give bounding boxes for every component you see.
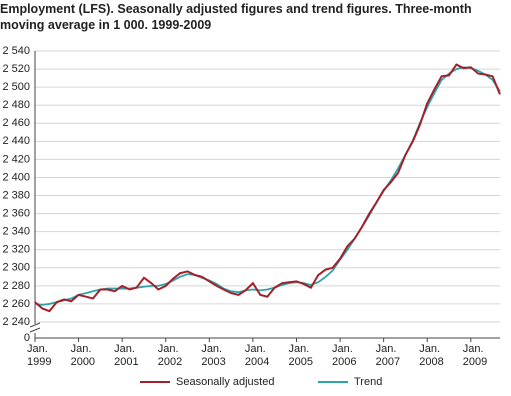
chart-title: Employment (LFS). Seasonally adjusted fi… — [0, 2, 472, 32]
x-tick-label: Jan. 2006 — [332, 343, 357, 368]
axis-break — [29, 322, 41, 333]
legend: Seasonally adjusted Trend — [0, 374, 511, 394]
y-tick-label: 2 400 — [2, 171, 30, 183]
y-tick-label: 0 — [24, 332, 30, 344]
y-tick-label: 2 340 — [2, 226, 30, 238]
y-tick-label: 2 540 — [2, 45, 30, 57]
legend-label: Seasonally adjusted — [176, 376, 275, 388]
y-tick-label: 2 420 — [2, 153, 30, 165]
x-tick-label: Jan. 2007 — [375, 343, 401, 368]
y-tick-label: 2 300 — [2, 262, 30, 274]
legend-item: Trend — [318, 376, 382, 388]
x-tick-label: Jan. 1999 — [27, 343, 52, 368]
x-tick-label: Jan. 2003 — [201, 343, 226, 368]
x-tick-label: Jan. 2000 — [70, 343, 96, 368]
y-tick-label: 2 260 — [2, 298, 30, 310]
y-tick-label: 2 460 — [2, 117, 30, 129]
y-tick-label: 2 480 — [2, 99, 30, 111]
y-tick-label: 2 440 — [2, 135, 30, 147]
legend-swatch — [140, 381, 170, 383]
legend-item: Seasonally adjusted — [140, 376, 274, 388]
x-tick-label: Jan. 2005 — [288, 343, 313, 368]
y-tick-label: 2 380 — [2, 189, 30, 201]
x-tick-label: Jan. 2001 — [114, 343, 139, 368]
legend-swatch — [318, 381, 348, 383]
y-tick-label: 2 280 — [2, 280, 30, 292]
x-tick-label: Jan. 2002 — [157, 343, 183, 368]
x-tick-label: Jan. 2004 — [244, 343, 270, 368]
line-series — [34, 66, 501, 306]
x-tick-label: Jan. 2009 — [462, 343, 488, 368]
line-series — [34, 63, 501, 313]
y-tick-label: 2 360 — [2, 208, 30, 220]
y-tick-label: 2 520 — [2, 63, 30, 75]
y-tick-label: 2 320 — [2, 244, 30, 256]
y-tick-label: 2 240 — [2, 316, 30, 328]
x-tick-label: Jan. 2008 — [419, 343, 444, 368]
legend-label: Trend — [354, 376, 383, 388]
y-tick-label: 2 500 — [2, 81, 30, 93]
